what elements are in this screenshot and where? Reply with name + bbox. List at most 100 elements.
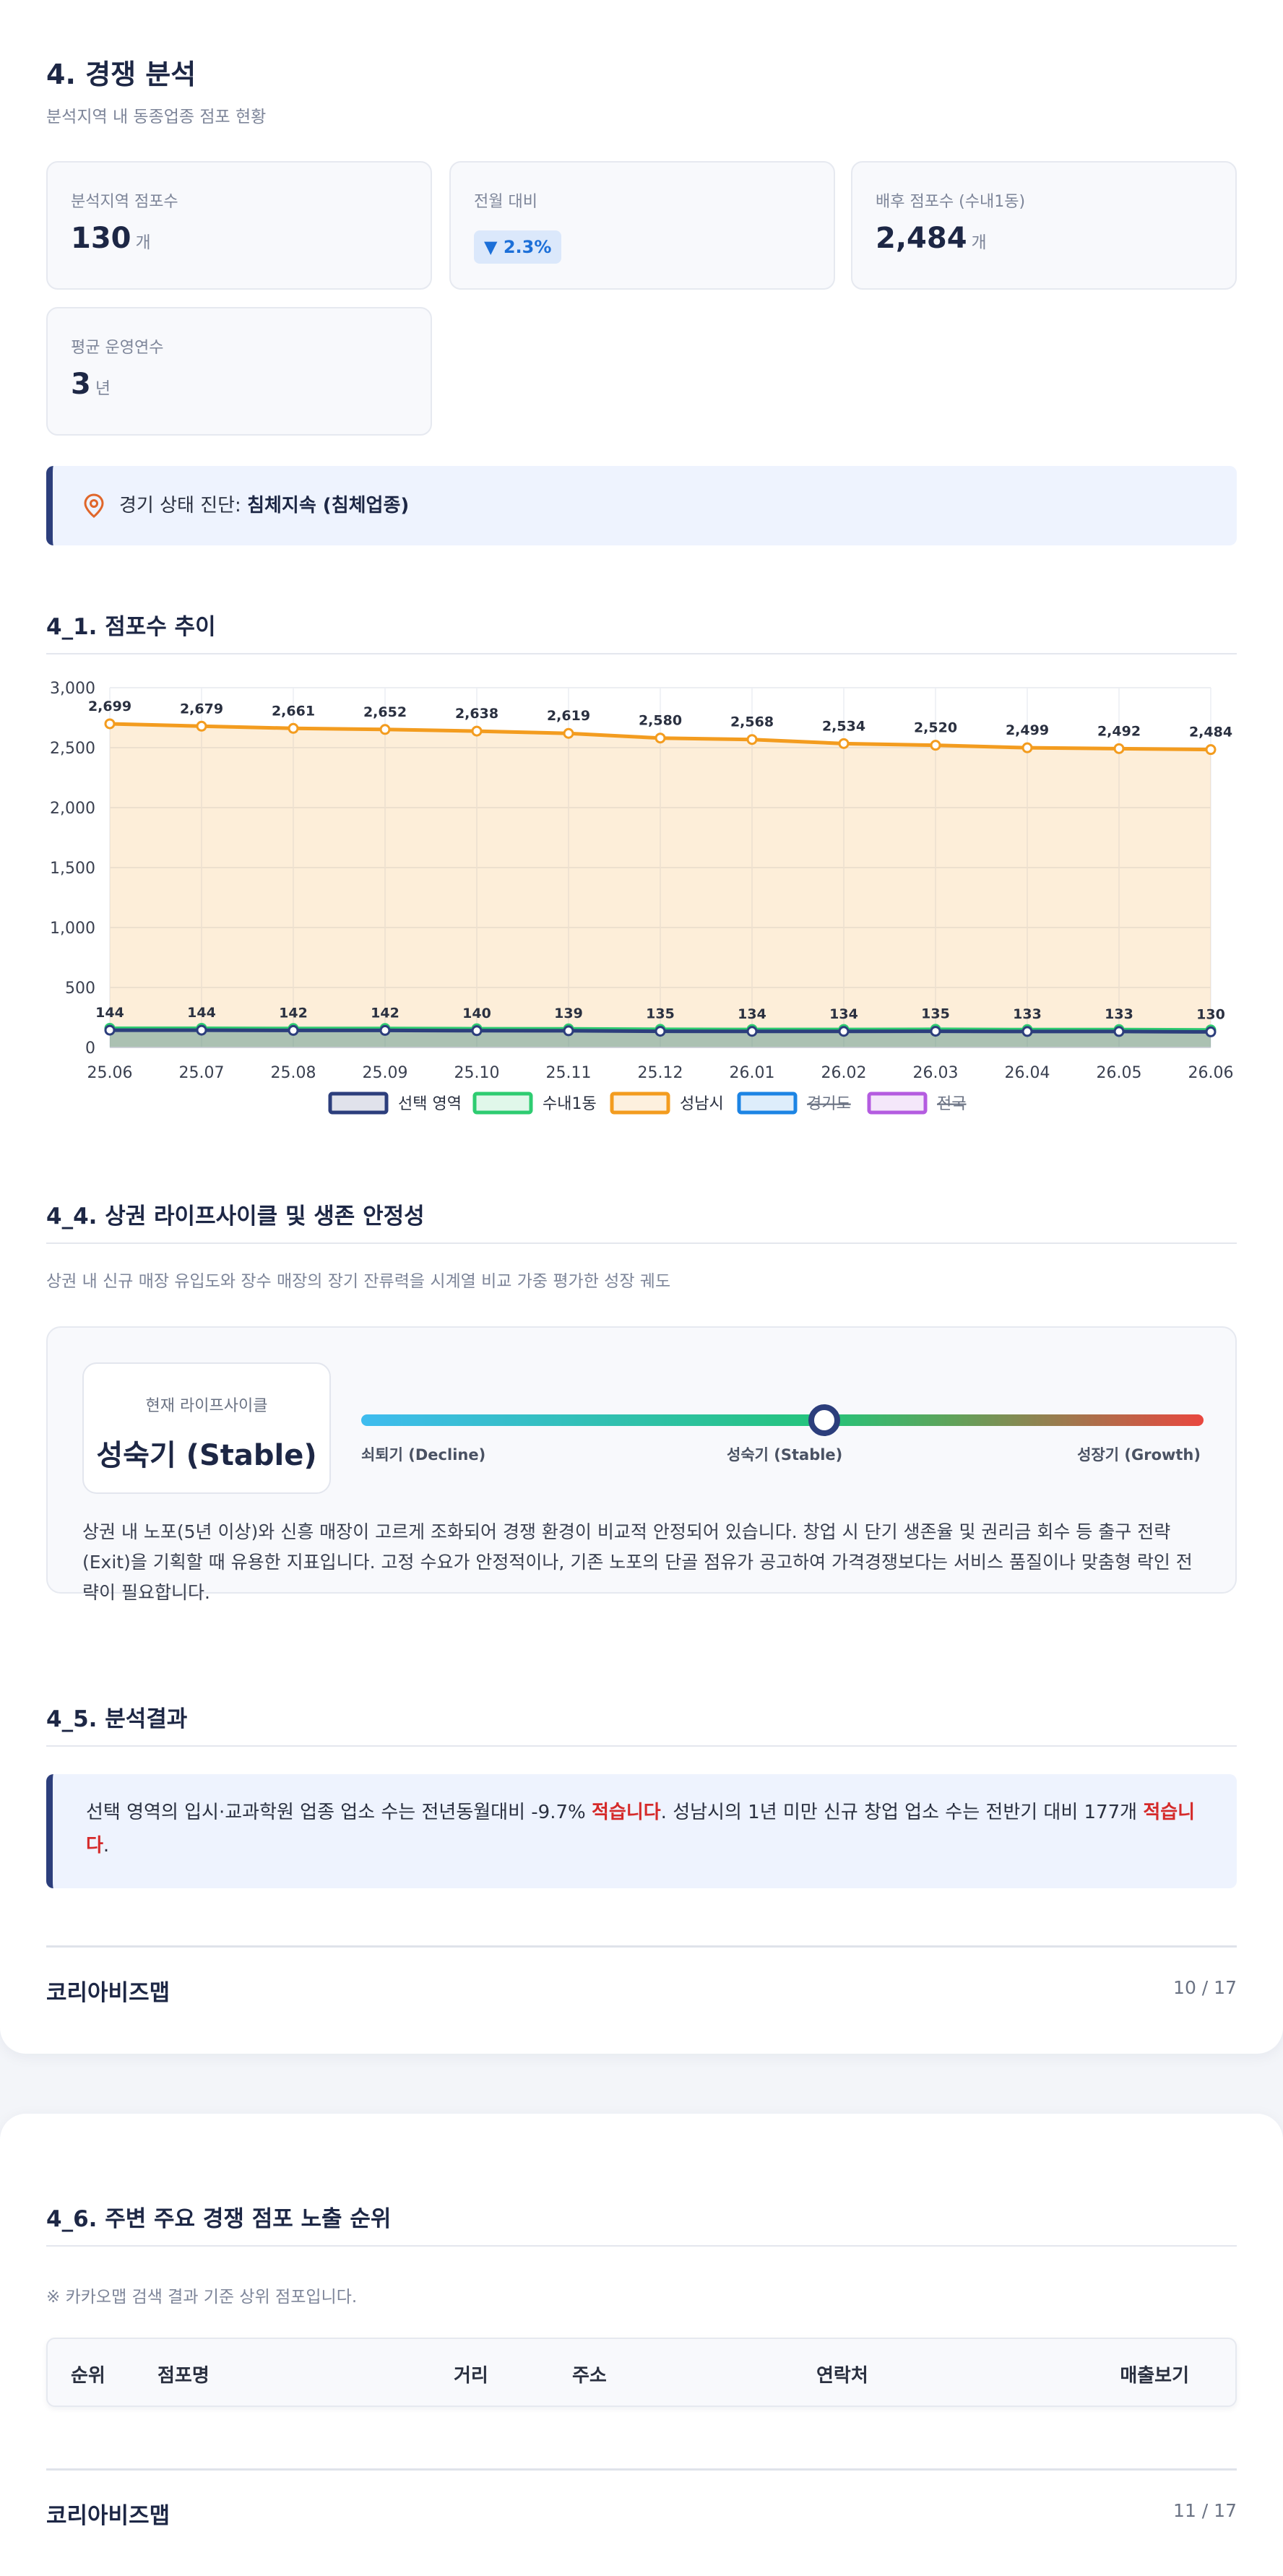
legend-swatch xyxy=(610,1092,670,1115)
data-label: 142 xyxy=(371,1005,399,1021)
legend-swatch xyxy=(737,1092,798,1115)
change-value: 2.3% xyxy=(503,237,552,257)
lifecycle-subtitle: 상권 내 신규 매장 유입도와 장수 매장의 장기 잔류력을 시계열 비교 가중… xyxy=(46,1272,671,1291)
stat-label: 분석지역 점포수 xyxy=(71,193,178,211)
footer-divider xyxy=(46,1945,1237,1948)
diagnosis-label: 경기 상태 진단: xyxy=(119,495,248,517)
trend-title: 4_1. 점포수 추이 xyxy=(46,614,216,640)
data-label: 2,619 xyxy=(547,708,590,724)
stat-value: 3 xyxy=(71,368,91,401)
section-subtitle: 분석지역 내 동종업종 점포 현황 xyxy=(46,108,267,126)
legend-label: 수내1동 xyxy=(543,1095,597,1113)
x-tick-label: 25.10 xyxy=(454,1064,500,1082)
data-label: 2,638 xyxy=(455,706,498,722)
series-point xyxy=(1113,743,1125,754)
current-lifecycle-value: 성숙기 (Stable) xyxy=(96,1439,317,1472)
series-point xyxy=(838,1026,850,1037)
footer-page-number: 11 / 17 xyxy=(1173,2500,1237,2521)
divider xyxy=(46,1242,1237,1244)
series-point xyxy=(1205,744,1217,756)
data-label: 139 xyxy=(554,1006,583,1021)
result-title: 4_5. 분석결과 xyxy=(46,1706,188,1732)
series-point xyxy=(838,738,850,749)
col-sales-view: 매출보기 xyxy=(1120,2365,1189,2387)
series-point xyxy=(104,718,116,730)
series-point xyxy=(655,732,666,744)
divider xyxy=(46,1745,1237,1747)
legend-label: 경기도 xyxy=(807,1095,851,1113)
data-label: 133 xyxy=(1105,1006,1133,1022)
x-tick-label: 26.01 xyxy=(730,1064,775,1082)
stat-value: 130 xyxy=(71,222,131,255)
footer-brand: 코리아비즈맵 xyxy=(46,2503,170,2529)
divider xyxy=(46,2245,1237,2247)
stat-label: 전월 대비 xyxy=(474,193,537,211)
result-callout: 선택 영역의 입시·교과학원 업종 업소 수는 전년동월대비 -9.7% 적습니… xyxy=(46,1774,1237,1888)
stat-card-store-count: 분석지역 점포수 130 개 xyxy=(46,161,432,290)
y-tick-label: 3,000 xyxy=(50,680,95,698)
footer-brand: 코리아비즈맵 xyxy=(46,1980,170,2006)
series-point xyxy=(379,724,391,735)
stage-decline-label: 쇠퇴기 (Decline) xyxy=(361,1446,486,1464)
x-tick-label: 25.08 xyxy=(271,1064,316,1082)
competitors-note: ※ 카카오맵 검색 결과 기준 상위 점포입니다. xyxy=(46,2288,358,2307)
y-tick-label: 1,500 xyxy=(50,860,95,878)
col-rank: 순위 xyxy=(71,2365,105,2387)
data-label: 2,499 xyxy=(1006,722,1049,738)
stat-value: 2,484 xyxy=(876,222,967,255)
stat-card-background-stores: 배후 점포수 (수내1동) 2,484 개 xyxy=(851,161,1237,290)
series-point xyxy=(1113,1026,1125,1037)
arrow-down-icon: ▼ xyxy=(484,237,498,257)
location-pin-icon xyxy=(84,493,104,518)
current-lifecycle-card: 현재 라이프사이클 성숙기 (Stable) xyxy=(82,1362,331,1494)
series-point xyxy=(1021,1026,1033,1037)
lifecycle-panel: 현재 라이프사이클 성숙기 (Stable) 쇠퇴기 (Decline) 성숙기… xyxy=(46,1326,1237,1603)
x-tick-label: 26.02 xyxy=(821,1064,867,1082)
lifecycle-description: 상권 내 노포(5년 이상)와 신흥 매장이 고르게 조화되어 경쟁 환경이 비… xyxy=(82,1521,1193,1603)
result-emphasis: 적습니다 xyxy=(86,1802,1196,1857)
data-label: 2,520 xyxy=(914,720,957,736)
series-point xyxy=(563,727,574,739)
series-point xyxy=(196,1024,207,1036)
series-point xyxy=(563,1025,574,1037)
stat-card-mom-change: 전월 대비 ▼ 2.3% xyxy=(449,161,835,290)
data-label: 144 xyxy=(95,1005,124,1021)
data-label: 140 xyxy=(462,1006,491,1021)
x-tick-label: 25.12 xyxy=(638,1064,683,1082)
stat-unit: 개 xyxy=(135,233,151,252)
data-label: 142 xyxy=(279,1005,308,1021)
result-text: 선택 영역의 입시·교과학원 업종 업소 수는 전년동월대비 -9.7% 적습니… xyxy=(86,1802,1196,1857)
result-emphasis: 적습니다 xyxy=(591,1802,661,1823)
x-tick-label: 25.11 xyxy=(546,1064,592,1082)
competitors-title: 4_6. 주변 주요 경쟁 점포 노출 순위 xyxy=(46,2206,392,2232)
legend-swatch xyxy=(328,1092,389,1115)
data-label: 2,580 xyxy=(639,713,682,729)
y-tick-label: 2,500 xyxy=(50,740,95,758)
data-label: 135 xyxy=(646,1006,675,1022)
y-tick-label: 1,000 xyxy=(50,920,95,938)
data-label: 130 xyxy=(1196,1006,1225,1022)
x-tick-label: 25.09 xyxy=(363,1064,408,1082)
data-label: 134 xyxy=(738,1006,766,1022)
series-point xyxy=(471,725,483,737)
x-tick-label: 26.05 xyxy=(1097,1064,1142,1082)
col-distance: 거리 xyxy=(454,2365,488,2387)
series-point xyxy=(104,1024,116,1036)
series-point xyxy=(196,720,207,732)
footer-divider xyxy=(46,2468,1237,2471)
col-store-name: 점포명 xyxy=(157,2365,209,2387)
data-label: 2,699 xyxy=(88,699,131,714)
legend-label: 성남시 xyxy=(680,1095,724,1113)
lifecycle-gauge-bar xyxy=(361,1404,1204,1436)
y-tick-label: 500 xyxy=(65,980,95,998)
series-point xyxy=(930,740,941,751)
divider xyxy=(46,653,1237,654)
y-tick-label: 0 xyxy=(85,1040,95,1058)
series-point xyxy=(655,1026,666,1037)
x-tick-label: 26.06 xyxy=(1188,1064,1234,1082)
legend-label: 전국 xyxy=(937,1095,966,1113)
series-point xyxy=(746,734,758,745)
x-tick-label: 25.07 xyxy=(179,1064,225,1082)
report-page-11: 4_6. 주변 주요 경쟁 점포 노출 순위 ※ 카카오맵 검색 결과 기준 상… xyxy=(0,2114,1283,2576)
stat-label: 평균 운영연수 xyxy=(71,339,164,357)
